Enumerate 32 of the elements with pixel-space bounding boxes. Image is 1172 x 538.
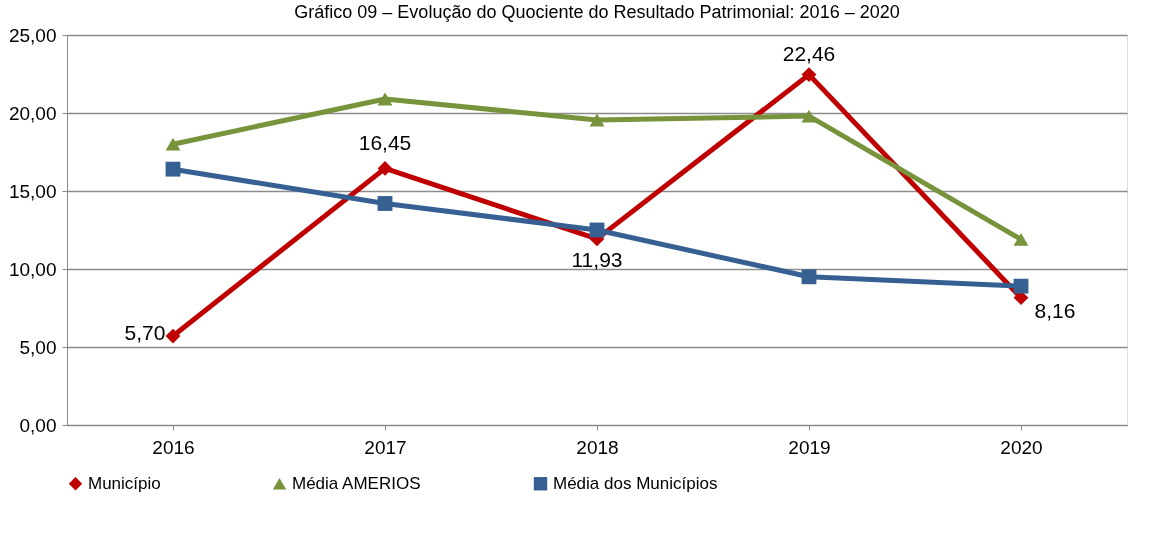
point (801, 109, 817, 123)
point (377, 92, 393, 106)
point (801, 269, 817, 285)
y-tick-label: 15,00 (8, 180, 57, 202)
y-tick-label: 5,00 (19, 336, 57, 358)
point (377, 196, 393, 211)
point (165, 328, 181, 344)
point (165, 137, 181, 151)
legend-label: Município (88, 473, 161, 493)
point (1013, 278, 1029, 294)
data-label: 11,93 (571, 247, 623, 271)
x-tick-label: 2017 (364, 436, 407, 458)
y-tick-label: 20,00 (8, 102, 57, 124)
legend-label: Média AMERIOS (292, 473, 421, 493)
x-tick-label: 2019 (788, 436, 831, 458)
data-label: 8,16 (1034, 298, 1076, 322)
point (801, 67, 817, 83)
data-label: 22,46 (782, 41, 836, 65)
y-tick-label: 10,00 (8, 258, 57, 280)
point (165, 161, 181, 177)
chart-title: Gráfico 09 – Evolução do Quociente do Resultado Patrimonial: 2016 – 2020 (294, 2, 900, 22)
y-tick-label: 25,00 (8, 24, 57, 46)
x-tick-label: 2016 (152, 436, 195, 458)
point (589, 113, 605, 127)
x-tick-label: 2020 (1000, 436, 1043, 458)
data-label: 5,70 (124, 321, 166, 345)
x-tick-label: 2018 (576, 436, 619, 458)
legend-label: Média dos Municípios (553, 473, 718, 493)
point (377, 160, 393, 176)
y-tick-label: 0,00 (19, 414, 57, 436)
point (1013, 232, 1029, 246)
data-label: 16,45 (358, 131, 412, 155)
